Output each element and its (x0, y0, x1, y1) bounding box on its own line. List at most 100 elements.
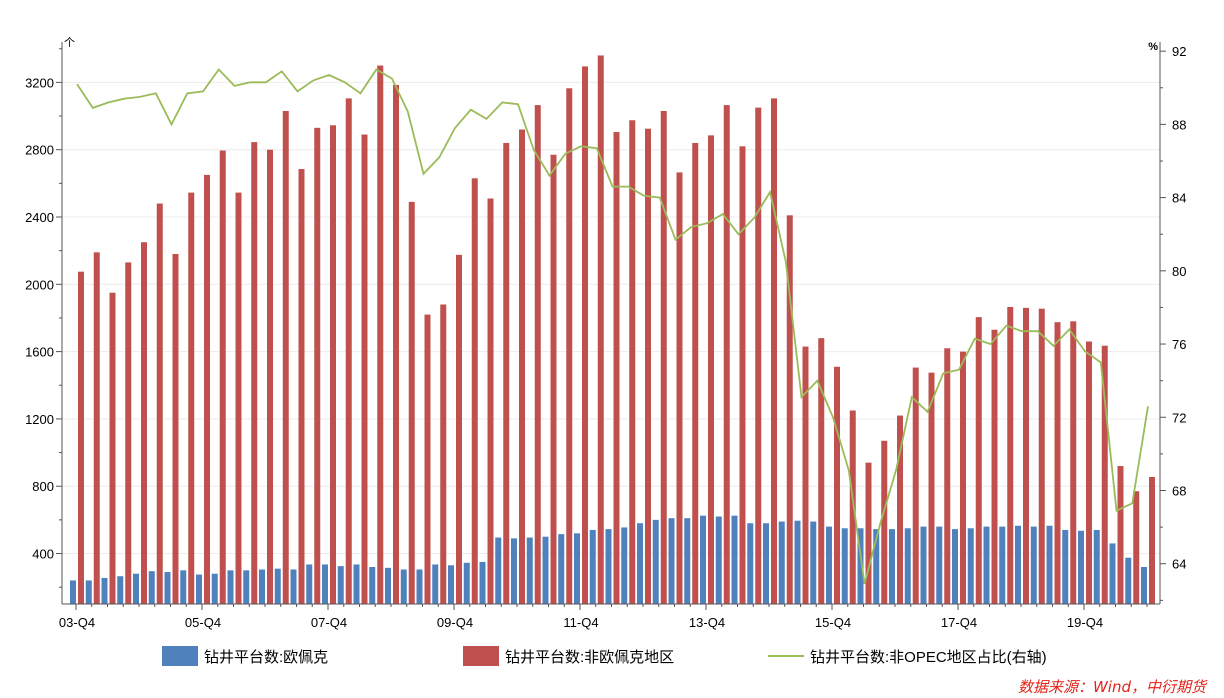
bar-non-opec (456, 254, 462, 605)
bar-non-opec (881, 440, 888, 604)
bar-opec (227, 570, 234, 604)
x-axis-label: 17-Q4 (941, 615, 977, 630)
bar-opec (810, 521, 817, 604)
left-axis-label: 2000 (25, 277, 54, 292)
bar-non-opec (865, 462, 872, 604)
bar-opec (306, 564, 313, 604)
bar-opec (1125, 557, 1132, 604)
bar-non-opec (834, 366, 840, 604)
bar-opec (920, 526, 927, 604)
bar-non-opec (251, 142, 258, 604)
bar-opec (1062, 529, 1069, 604)
bar-non-opec (93, 252, 100, 604)
bar-non-opec (519, 129, 525, 604)
bar-non-opec (944, 348, 951, 604)
bar-opec (747, 523, 754, 604)
x-axis-label: 03-Q4 (59, 615, 95, 630)
legend-label-non-opec: 钻井平台数:非欧佩克地区 (505, 648, 675, 666)
bar-opec (70, 580, 76, 604)
x-axis-label: 13-Q4 (689, 615, 725, 630)
ratio-line (76, 68, 1149, 585)
bar-opec (826, 526, 832, 604)
bar-opec (1141, 566, 1147, 604)
chart-canvas: 400 800 1200 1600 2000 2400 2800 3200 个 64 68 72 76 8… (25, 36, 1186, 630)
bar-non-opec (802, 346, 809, 604)
right-axis-label: 68 (1172, 484, 1186, 499)
left-axis-label: 1200 (25, 412, 54, 427)
bar-opec (385, 567, 391, 604)
bar-opec (936, 526, 943, 604)
bar-opec (574, 533, 580, 604)
bar-non-opec (1149, 476, 1155, 604)
bar-opec (904, 528, 911, 604)
bar-non-opec (204, 174, 210, 604)
bar-non-opec (960, 351, 966, 604)
bars (70, 55, 1155, 605)
bar-non-opec (660, 110, 667, 604)
right-axis-unit: % (1148, 41, 1158, 53)
legend-label-ratio: 钻井平台数:非OPEC地区占比(右轴) (810, 648, 1047, 666)
bar-opec (432, 564, 439, 604)
bar-opec (495, 537, 502, 604)
bar-non-opec (345, 98, 352, 605)
left-axis-label: 2800 (25, 143, 54, 158)
x-axis-label: 05-Q4 (185, 615, 221, 630)
bar-opec (700, 515, 706, 604)
x-axis-label: 07-Q4 (311, 615, 347, 630)
bar-opec (1015, 525, 1021, 604)
right-axis-label: 92 (1172, 44, 1186, 59)
bar-non-opec (314, 127, 321, 605)
bar-non-opec (408, 201, 415, 605)
bar-opec (873, 529, 880, 604)
bar-non-opec (424, 314, 431, 604)
bar-opec (794, 520, 801, 604)
bar-non-opec (440, 304, 447, 604)
bar-opec (196, 574, 202, 604)
bar-opec (400, 569, 407, 604)
legend-label-opec: 钻井平台数:欧佩克 (204, 648, 329, 666)
bar-opec (652, 519, 659, 604)
bar-opec (763, 523, 769, 604)
bar-opec (621, 527, 628, 604)
left-axis-unit: 个 (64, 36, 75, 49)
bar-non-opec (739, 146, 746, 604)
source-note: 数据来源：Wind，中衍期货 (1017, 678, 1206, 696)
bar-opec (542, 536, 549, 604)
bar-non-opec (975, 317, 982, 604)
bar-opec (589, 529, 596, 604)
bar-opec (148, 571, 155, 604)
bar-non-opec (692, 142, 699, 605)
bar-non-opec (172, 254, 179, 605)
left-axis-label: 3200 (25, 75, 54, 90)
right-axis-label: 64 (1172, 557, 1186, 572)
bar-opec (841, 528, 848, 604)
bar-non-opec (897, 415, 903, 604)
bar-opec (211, 573, 218, 604)
bar-non-opec (235, 192, 242, 604)
bar-non-opec (991, 329, 998, 604)
bar-non-opec (676, 172, 683, 605)
bar-opec (479, 561, 486, 604)
bar-opec (668, 518, 675, 604)
bar-opec (1093, 529, 1100, 604)
bar-non-opec (1007, 307, 1014, 604)
right-axis-label: 88 (1172, 117, 1186, 132)
bar-opec (180, 570, 187, 604)
bar-opec (778, 521, 785, 604)
bar-opec (1078, 530, 1084, 604)
bar-opec (731, 515, 738, 604)
bar-non-opec (393, 84, 399, 605)
bar-non-opec (188, 192, 195, 604)
bar-opec (448, 565, 454, 604)
bar-non-opec (786, 215, 793, 604)
bar-non-opec (219, 150, 226, 604)
bar-non-opec (487, 198, 494, 604)
legend-item-opec: 钻井平台数:欧佩克 (162, 645, 328, 667)
bar-non-opec (141, 242, 147, 605)
bar-non-opec (1086, 341, 1092, 604)
bar-opec (637, 523, 643, 604)
gridlines (62, 81, 1160, 555)
bar-non-opec (818, 338, 825, 604)
bar-non-opec (550, 154, 557, 605)
bar-opec (684, 518, 691, 604)
